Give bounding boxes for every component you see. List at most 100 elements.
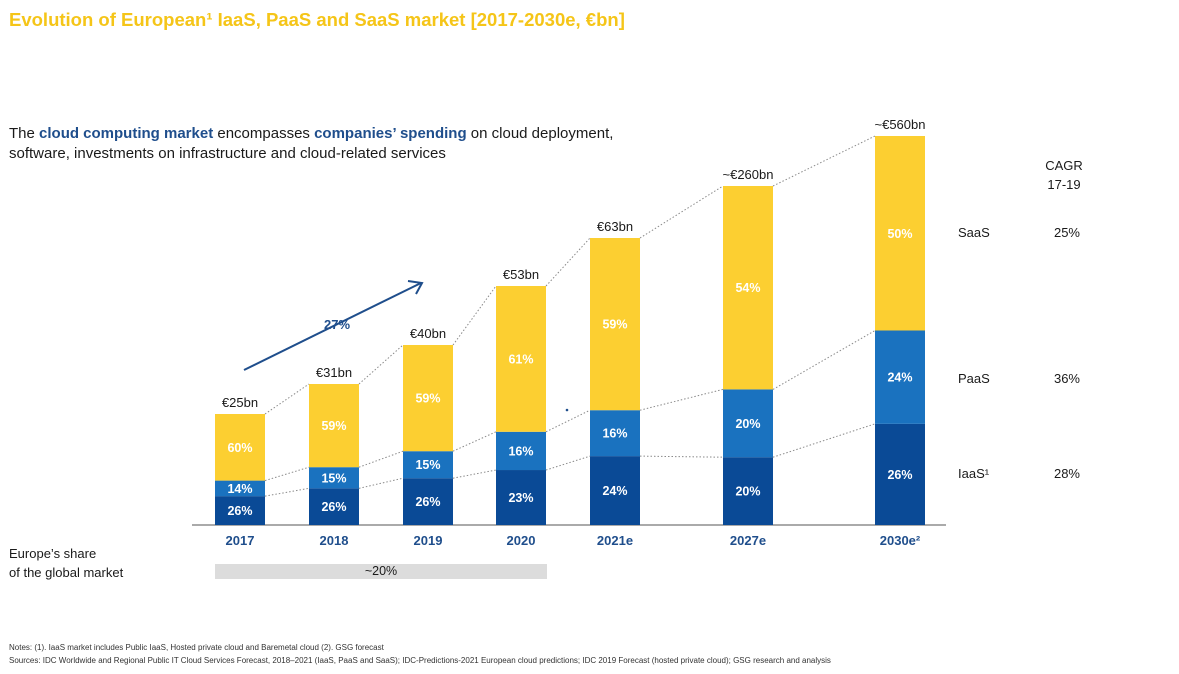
bar-saas-6 — [875, 136, 925, 331]
connector-paas-top — [452, 431, 497, 452]
connector-total — [639, 185, 724, 239]
connector-total — [545, 237, 591, 287]
sources-line: Sources: IDC Worldwide and Regional Publ… — [9, 656, 831, 665]
segment-label: 50% — [887, 227, 912, 241]
bar-iaas-6 — [875, 423, 925, 525]
segment-label: 26% — [321, 500, 346, 514]
segment-label: 24% — [887, 371, 912, 385]
x-tick-label: 2019 — [414, 533, 443, 548]
growth-arrow-line — [243, 282, 422, 371]
segment-label: 60% — [227, 441, 252, 455]
bar-saas-3 — [496, 286, 546, 432]
x-tick-label: 2027e — [730, 533, 766, 548]
bar-paas-3 — [496, 431, 546, 471]
connector-iaas-top — [452, 469, 497, 479]
cagr-header-line2: 17-19 — [1047, 177, 1081, 192]
description-part-1: The — [9, 125, 40, 142]
total-label: €31bn — [316, 365, 352, 380]
segment-label: 20% — [735, 485, 760, 499]
share-label: Europe’s share of the global market — [9, 544, 123, 582]
bar-iaas-4 — [590, 456, 640, 525]
connector-total — [264, 383, 310, 415]
segment-label: 15% — [321, 471, 346, 485]
segment-label: 59% — [415, 392, 440, 406]
bar-iaas-2 — [403, 478, 453, 525]
x-tick-label: 2017 — [226, 533, 255, 548]
cagr-iaas: 28% — [1053, 466, 1080, 481]
x-tick-label: 2021e — [597, 533, 633, 548]
cagr-header: CAGR 17-19 — [1040, 156, 1088, 194]
bar-iaas-0 — [215, 496, 265, 525]
bar-paas-2 — [403, 451, 453, 479]
segment-label: 26% — [887, 468, 912, 482]
segment-label: 61% — [508, 352, 533, 366]
segment-label: 24% — [602, 484, 627, 498]
connector-paas-top — [358, 450, 404, 468]
share-bar: ~20% — [215, 564, 547, 579]
x-tick-label: 2020 — [507, 533, 536, 548]
share-label-line1: Europe’s share — [9, 546, 97, 561]
segment-label: 23% — [508, 491, 533, 505]
cagr-header-line1: CAGR — [1045, 158, 1083, 173]
growth-arrow-label: 27% — [324, 317, 350, 332]
total-label: €40bn — [410, 326, 446, 341]
footnotes: Notes: (1). IaaS market includes Public … — [9, 641, 831, 667]
connector-iaas-top — [264, 487, 310, 497]
cagr-paas: 36% — [1053, 371, 1080, 386]
segment-label: 26% — [227, 504, 252, 518]
legend-saas: SaaS — [958, 225, 990, 240]
description-part-3: on cloud deployment, software, investmen… — [9, 125, 614, 162]
segment-label: 15% — [415, 458, 440, 472]
bar-saas-0 — [215, 414, 265, 481]
bar-paas-0 — [215, 480, 265, 497]
segment-label: 14% — [227, 482, 252, 496]
connector-paas-top — [264, 466, 310, 482]
legend-paas: PaaS — [958, 371, 990, 386]
page-title: Evolution of European¹ IaaS, PaaS and Sa… — [9, 9, 625, 30]
bar-saas-4 — [590, 238, 640, 411]
cagr-saas: 25% — [1053, 225, 1080, 240]
connector-iaas-top — [639, 455, 724, 458]
description-highlight-1: cloud computing market — [39, 125, 214, 142]
total-label: ~€560bn — [875, 117, 926, 132]
total-label: €53bn — [503, 267, 539, 282]
segment-label: 59% — [321, 419, 346, 433]
bar-paas-1 — [309, 467, 359, 489]
description-part-2: encompasses — [213, 125, 315, 142]
x-tick-label: 2030e² — [880, 533, 921, 548]
bar-saas-5 — [723, 186, 773, 390]
segment-label: 59% — [602, 318, 627, 332]
segment-label: 20% — [735, 417, 760, 431]
bar-iaas-5 — [723, 457, 773, 525]
connector-paas-top — [639, 388, 724, 411]
connector-paas-top — [772, 330, 876, 390]
segment-label: 16% — [508, 444, 533, 458]
bar-saas-1 — [309, 384, 359, 468]
notes-line: Notes: (1). IaaS market includes Public … — [9, 643, 384, 652]
total-label: €63bn — [597, 219, 633, 234]
connector-total — [358, 344, 404, 385]
growth-arrow-head — [407, 280, 424, 295]
connector-total — [452, 285, 497, 346]
connector-iaas-top — [545, 455, 591, 471]
connector-paas-top — [545, 409, 591, 433]
share-label-line2: of the global market — [9, 565, 124, 580]
connector-total — [772, 135, 876, 187]
bar-paas-4 — [590, 410, 640, 457]
segment-label: 54% — [735, 281, 760, 295]
description-highlight-2: companies’ spending — [314, 125, 467, 142]
marker-dot — [565, 408, 569, 412]
x-tick-label: 2018 — [320, 533, 349, 548]
bar-paas-5 — [723, 389, 773, 458]
connector-iaas-top — [772, 423, 876, 458]
legend-iaas: IaaS¹ — [958, 466, 990, 481]
segment-label: 16% — [602, 427, 627, 441]
chart-description: The cloud computing market encompasses c… — [9, 124, 649, 164]
bar-iaas-3 — [496, 470, 546, 525]
total-label: €25bn — [222, 395, 258, 410]
bar-saas-2 — [403, 345, 453, 452]
connector-iaas-top — [358, 477, 404, 489]
segment-label: 26% — [415, 495, 440, 509]
bar-paas-6 — [875, 330, 925, 424]
